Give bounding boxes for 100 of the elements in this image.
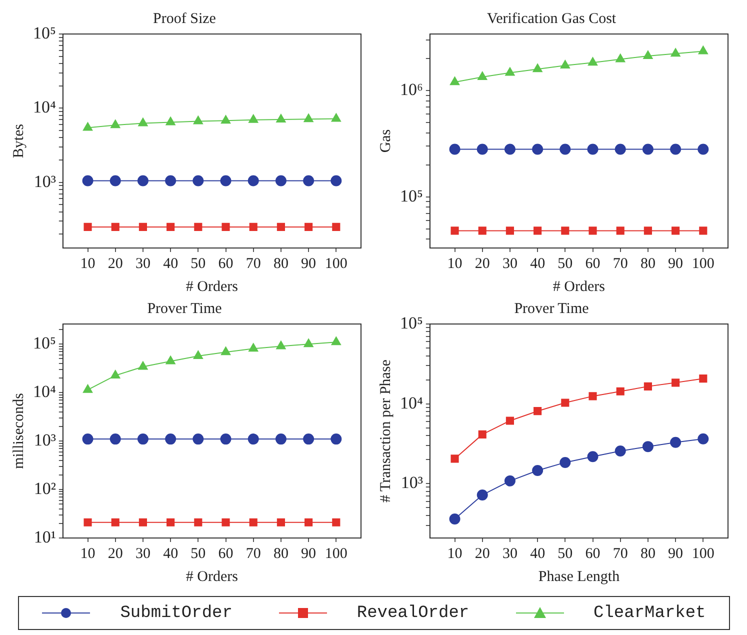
point <box>616 387 624 396</box>
x-tick-label: 80 <box>273 546 288 562</box>
point <box>222 518 230 526</box>
point <box>166 116 176 126</box>
point <box>698 433 709 444</box>
point <box>303 434 314 445</box>
point <box>642 144 654 155</box>
point <box>304 338 314 348</box>
point <box>504 475 516 486</box>
point <box>137 434 148 445</box>
point <box>138 361 148 370</box>
point <box>670 48 680 57</box>
point <box>110 434 121 445</box>
point <box>332 518 340 526</box>
point <box>476 144 488 155</box>
y-tick-label: 10² <box>34 478 56 498</box>
point <box>248 434 259 445</box>
point <box>478 71 488 80</box>
point <box>192 434 204 445</box>
point <box>478 226 486 235</box>
point <box>165 434 176 445</box>
point <box>248 175 259 186</box>
point <box>560 60 570 68</box>
point <box>561 226 570 235</box>
y-tick-label: 10³ <box>34 430 56 450</box>
point <box>532 64 542 72</box>
x-tick-label: 90 <box>301 256 316 272</box>
chart-title: Prover Time <box>514 300 590 317</box>
point <box>220 346 231 356</box>
point <box>165 175 176 186</box>
y-tick-label: 10³ <box>400 473 423 492</box>
x-tick-label: 20 <box>108 546 123 562</box>
point <box>587 144 598 155</box>
x-tick-label: 20 <box>108 256 123 272</box>
y-tick-label: 10⁵ <box>400 313 423 332</box>
legend-label: RevealOrder <box>356 604 470 622</box>
point <box>331 113 341 122</box>
x-tick-label: 90 <box>301 546 316 562</box>
point <box>248 343 258 352</box>
y-axis-title: Bytes <box>10 124 27 158</box>
x-tick-label: 70 <box>612 546 628 562</box>
point <box>303 175 314 186</box>
point <box>220 434 232 445</box>
x-tick-label: 30 <box>502 546 518 562</box>
x-tick-label: 100 <box>692 546 714 562</box>
y-tick-label: 10¹ <box>34 527 56 546</box>
x-tick-label: 100 <box>324 256 348 272</box>
point <box>330 434 342 445</box>
x-tick-label: 80 <box>640 256 656 272</box>
legend-label: ClearMarket <box>594 604 706 622</box>
x-tick-label: 100 <box>692 256 714 272</box>
y-axis-title: Gas <box>378 129 394 153</box>
point <box>478 430 486 438</box>
point <box>616 226 624 235</box>
y-tick-label: 10³ <box>34 172 56 191</box>
point <box>82 384 93 393</box>
point <box>561 398 570 407</box>
point <box>275 175 286 186</box>
x-tick-label: 90 <box>668 256 684 272</box>
point <box>110 120 120 128</box>
point <box>84 518 92 526</box>
x-tick-label: 70 <box>246 546 261 562</box>
point <box>616 54 626 62</box>
point <box>534 226 542 235</box>
point <box>222 222 230 231</box>
point <box>450 226 459 235</box>
x-tick-label: 60 <box>585 546 600 562</box>
point <box>614 144 626 155</box>
point <box>698 46 708 54</box>
point <box>505 67 515 76</box>
x-tick-label: 40 <box>530 256 546 272</box>
y-tick-label: 10⁵ <box>32 23 56 42</box>
point <box>220 115 231 124</box>
point <box>699 374 708 383</box>
x-tick-label: 30 <box>135 256 150 272</box>
x-tick-label: 60 <box>218 256 234 272</box>
x-tick-label: 50 <box>558 546 573 562</box>
point <box>276 340 286 350</box>
point <box>249 222 258 231</box>
point <box>111 222 120 231</box>
point <box>248 114 258 123</box>
point <box>276 222 285 231</box>
legend-label: SubmitOrder <box>120 604 232 622</box>
point <box>82 122 93 131</box>
x-tick-label: 100 <box>324 546 348 562</box>
x-axis-title: Phase Length <box>538 568 620 585</box>
point <box>111 518 120 526</box>
point <box>588 392 597 400</box>
point <box>331 336 341 346</box>
point <box>110 175 121 186</box>
x-tick-label: 60 <box>585 256 600 272</box>
point <box>194 222 202 231</box>
x-tick-label: 50 <box>558 256 573 272</box>
point <box>506 416 514 425</box>
point <box>642 441 654 452</box>
y-axis-title: milliseconds <box>10 392 27 469</box>
point <box>138 518 147 526</box>
x-tick-label: 70 <box>246 256 261 272</box>
x-tick-label: 10 <box>447 256 462 272</box>
point <box>138 222 147 231</box>
